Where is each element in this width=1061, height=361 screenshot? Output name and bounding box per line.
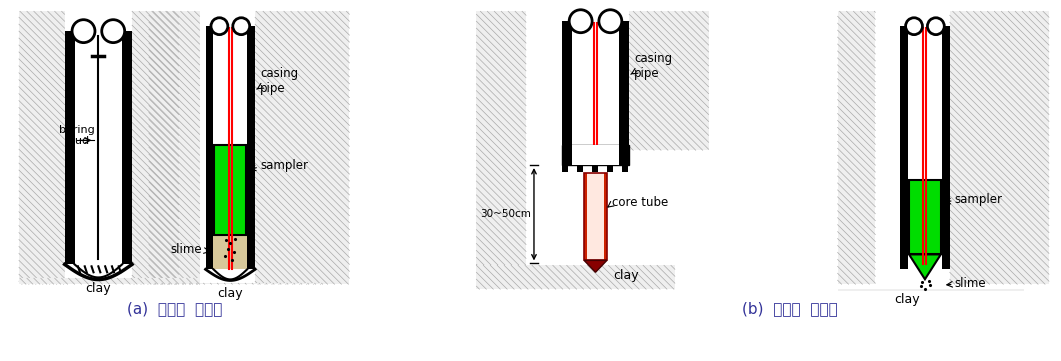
Polygon shape xyxy=(909,255,941,279)
Text: clay: clay xyxy=(894,292,920,305)
Bar xyxy=(577,165,582,172)
Polygon shape xyxy=(585,260,607,272)
Bar xyxy=(607,165,613,172)
Text: casing
pipe: casing pipe xyxy=(634,52,673,80)
Bar xyxy=(255,11,349,284)
Circle shape xyxy=(102,20,124,43)
Circle shape xyxy=(232,18,249,35)
Text: sampler: sampler xyxy=(260,158,308,171)
Bar xyxy=(19,11,65,284)
Bar xyxy=(620,21,629,145)
Bar xyxy=(65,31,74,264)
Bar xyxy=(149,11,178,284)
Bar xyxy=(837,11,875,284)
Bar xyxy=(605,173,607,260)
Bar xyxy=(561,145,629,165)
Bar xyxy=(587,173,605,260)
Text: clay: clay xyxy=(218,287,243,300)
Text: boring
mud: boring mud xyxy=(58,125,94,146)
Bar xyxy=(950,11,1049,284)
Bar xyxy=(572,145,620,165)
Bar xyxy=(585,173,587,260)
Bar xyxy=(149,283,323,284)
Bar xyxy=(476,11,526,284)
Text: sampler: sampler xyxy=(955,193,1003,206)
Circle shape xyxy=(72,20,95,43)
Bar xyxy=(942,26,950,269)
Circle shape xyxy=(927,18,944,35)
Text: (a)  재래식  굴진법: (a) 재래식 굴진법 xyxy=(126,301,222,317)
Text: slime: slime xyxy=(171,243,203,256)
Text: clay: clay xyxy=(86,282,111,295)
Circle shape xyxy=(906,18,922,35)
Text: 30~50cm: 30~50cm xyxy=(481,209,530,219)
Bar xyxy=(572,21,620,145)
Circle shape xyxy=(569,10,592,33)
Bar xyxy=(213,235,247,269)
Bar xyxy=(122,31,132,264)
Bar xyxy=(561,165,568,172)
Text: clay: clay xyxy=(613,269,639,282)
Bar xyxy=(561,21,572,145)
Bar xyxy=(908,26,942,269)
Bar xyxy=(900,26,908,269)
Bar xyxy=(592,165,597,172)
Circle shape xyxy=(211,18,228,35)
Circle shape xyxy=(598,10,622,33)
Bar xyxy=(837,289,1024,291)
Bar xyxy=(247,26,255,269)
Bar xyxy=(206,26,213,269)
Bar xyxy=(214,145,246,235)
Bar xyxy=(19,278,199,284)
Bar xyxy=(74,31,122,264)
Bar xyxy=(476,265,675,289)
Bar xyxy=(622,165,628,172)
Text: core tube: core tube xyxy=(612,196,668,209)
Bar xyxy=(629,11,709,150)
Text: slime: slime xyxy=(955,277,987,290)
Text: casing
pipe: casing pipe xyxy=(260,67,298,95)
Text: (b)  개선된  굴진법: (b) 개선된 굴진법 xyxy=(742,301,838,317)
Bar xyxy=(909,180,941,255)
Bar xyxy=(213,26,247,269)
Bar xyxy=(132,11,199,284)
Bar xyxy=(585,173,607,260)
